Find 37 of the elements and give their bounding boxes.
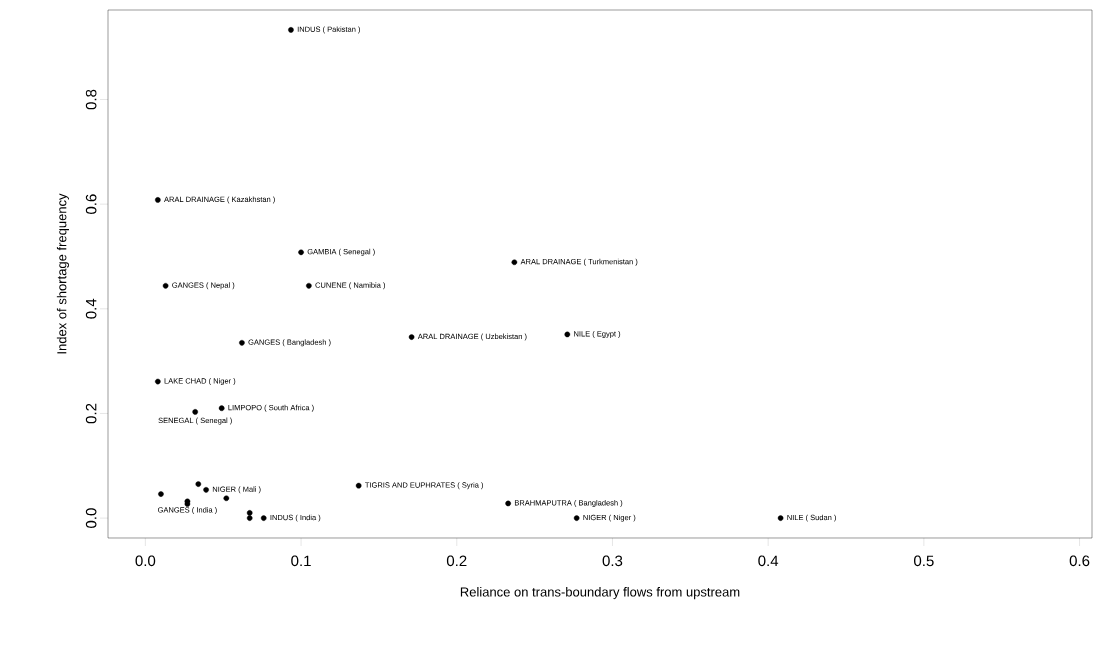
point — [511, 259, 518, 266]
y-tick-label: 0.2 — [85, 403, 97, 424]
x-tick-label: 0.3 — [602, 555, 623, 567]
point — [306, 282, 312, 289]
x-tick-label: 0.2 — [446, 555, 467, 567]
point — [223, 495, 230, 502]
point — [155, 197, 161, 203]
x-tick-label: 0.0 — [135, 555, 156, 567]
y-axis-title: Index of shortage frequency — [56, 193, 69, 354]
point — [246, 515, 253, 521]
point — [158, 491, 164, 497]
x-tick-label: 0.6 — [1069, 555, 1090, 567]
point — [298, 249, 304, 256]
point — [195, 481, 202, 487]
point — [777, 515, 784, 521]
point — [203, 487, 209, 493]
point — [288, 27, 294, 33]
point — [505, 500, 511, 507]
point — [408, 334, 415, 340]
x-tick-label: 0.1 — [291, 555, 311, 567]
point — [564, 331, 571, 338]
point — [260, 515, 267, 521]
y-tick-label: 0.6 — [85, 194, 97, 214]
y-tick-label: 0.0 — [85, 508, 97, 528]
x-axis-title: Reliance on trans-boundary flows from upstream — [460, 587, 740, 600]
point — [155, 378, 161, 385]
y-tick-label: 0.8 — [85, 89, 97, 110]
point — [355, 482, 362, 489]
x-tick-label: 0.4 — [758, 555, 779, 567]
y-tick-label: 0.4 — [85, 298, 97, 319]
point — [239, 340, 245, 346]
point — [573, 515, 580, 521]
point — [192, 409, 198, 415]
point — [162, 282, 169, 289]
point — [218, 405, 225, 412]
point — [246, 510, 253, 516]
x-tick-label: 0.5 — [914, 555, 934, 567]
